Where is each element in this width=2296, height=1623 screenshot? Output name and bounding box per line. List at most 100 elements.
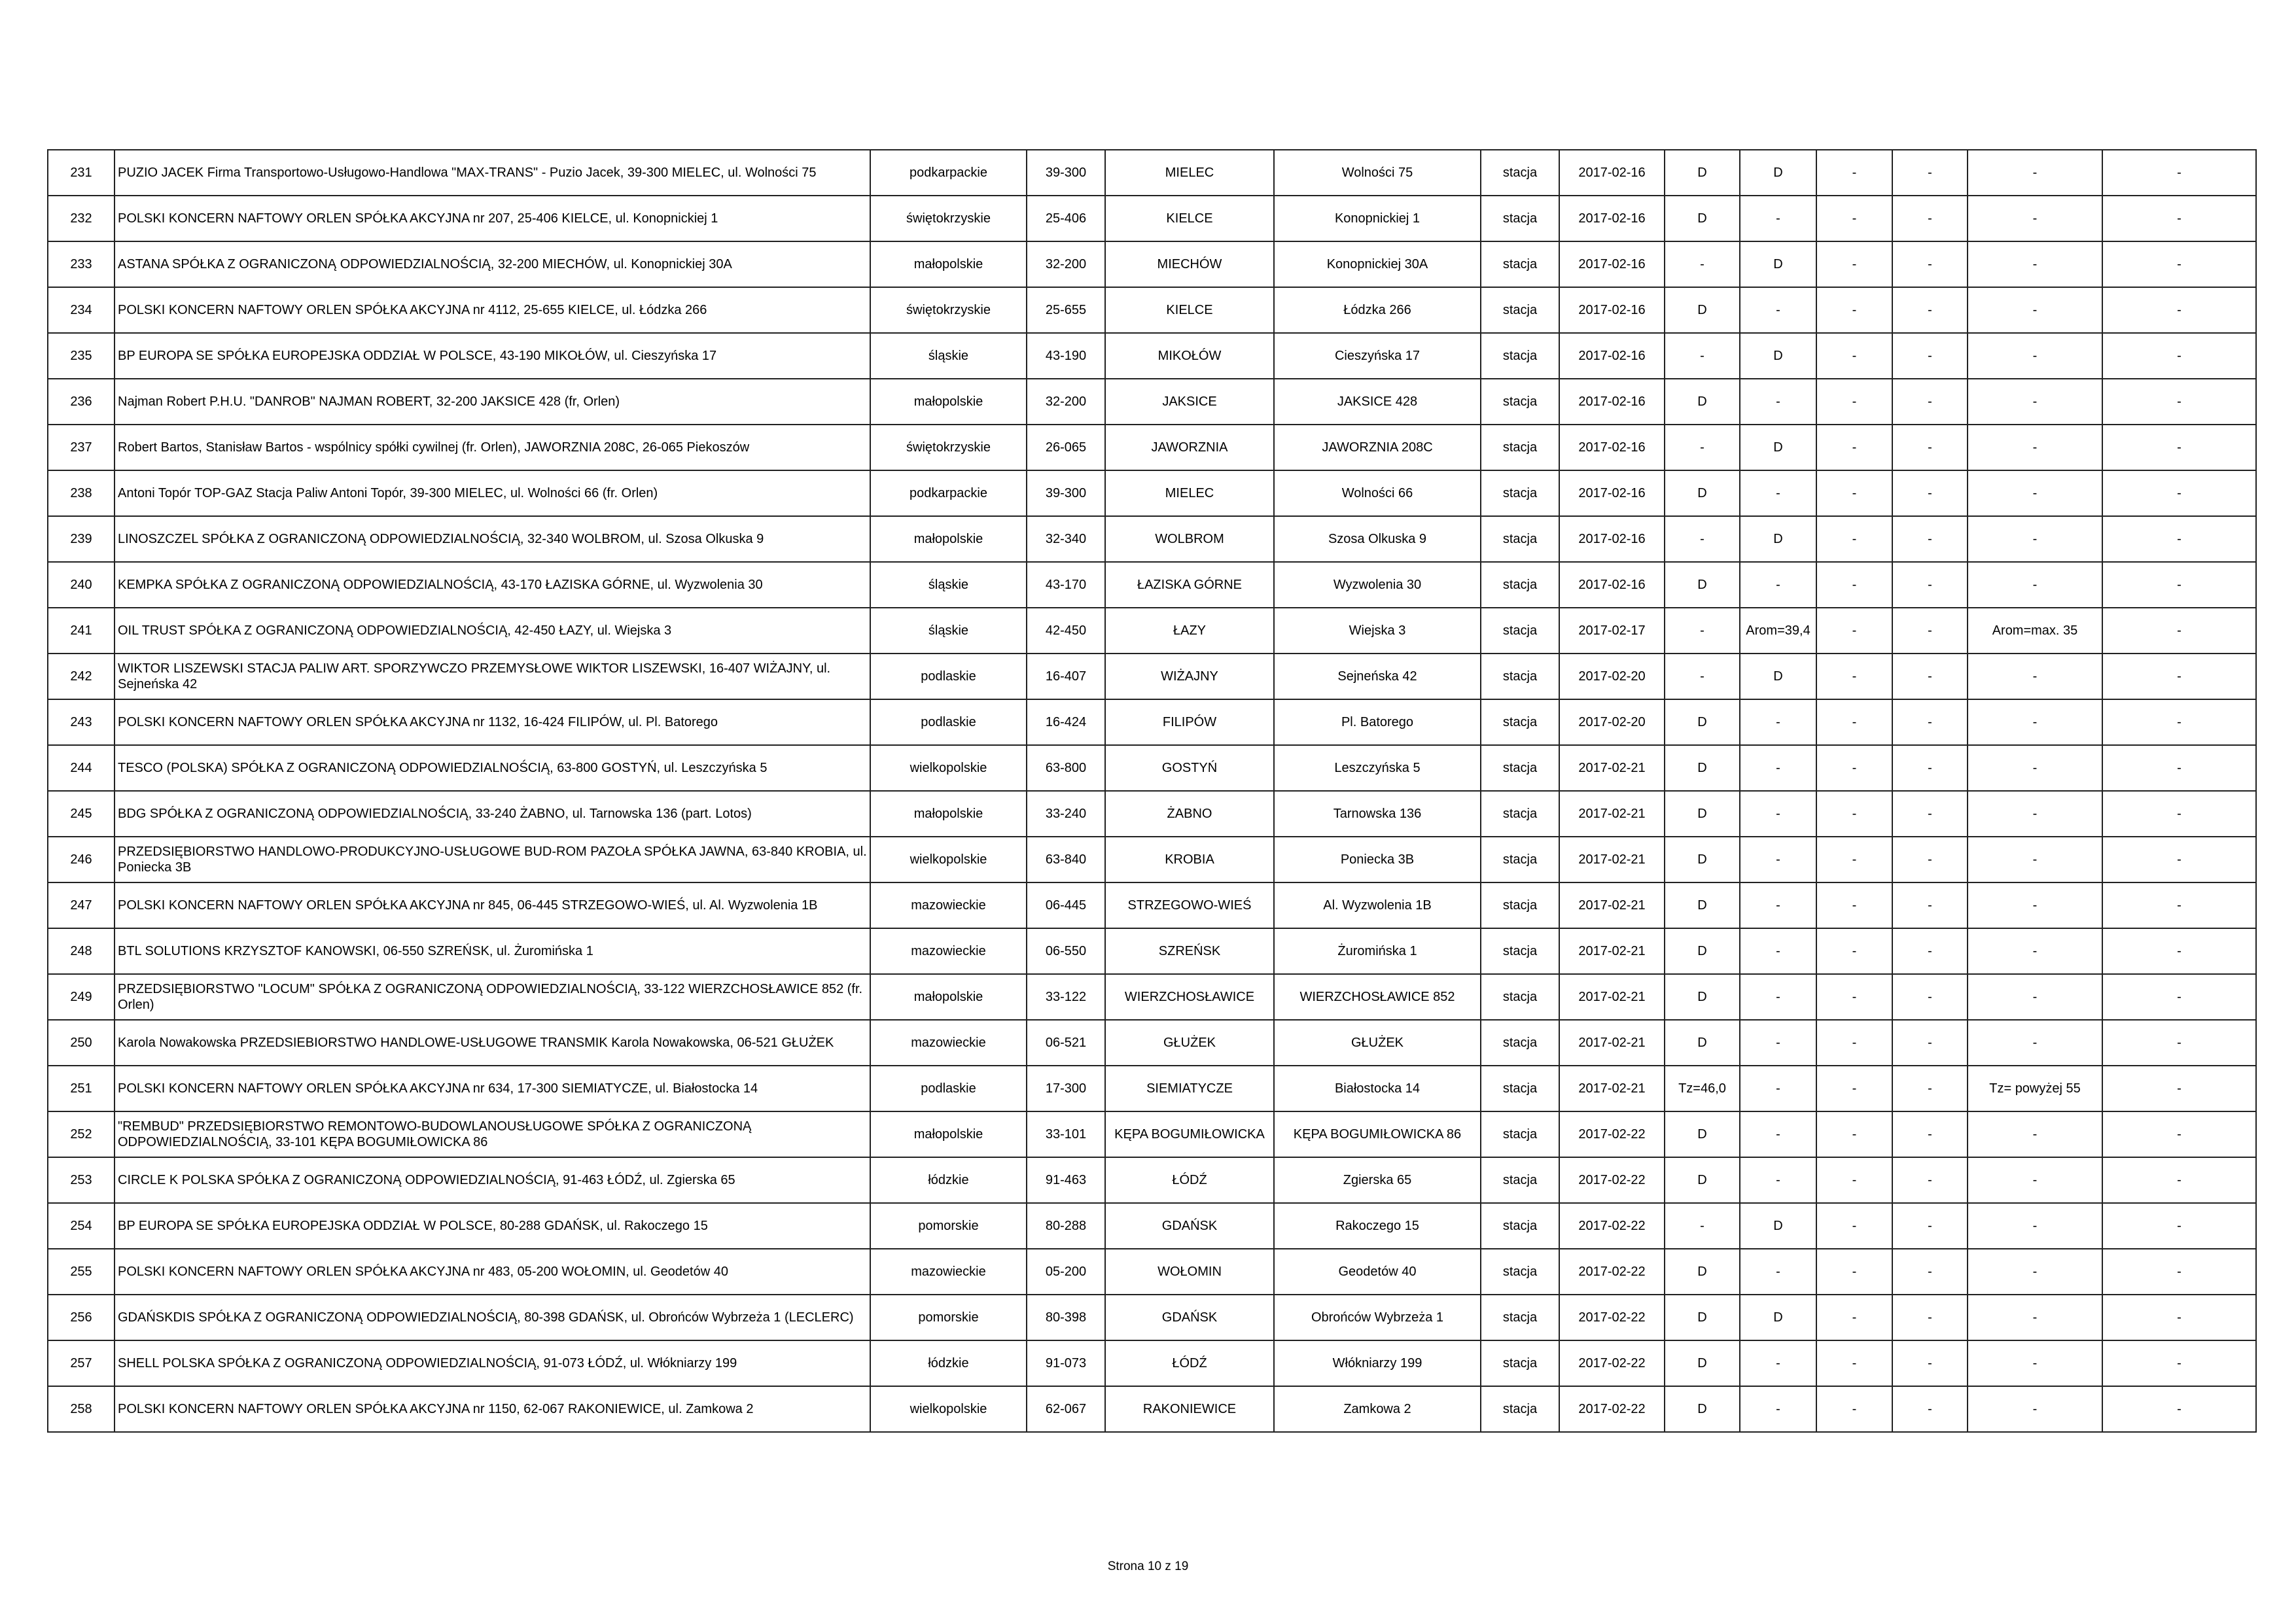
result-cell: - (1739, 744, 1817, 792)
result-cell: D (1664, 1248, 1740, 1295)
inspection-date: 2017-02-22 (1559, 1157, 1665, 1204)
street: Obrońców Wybrzeża 1 (1273, 1294, 1481, 1341)
voivodeship: małopolskie (870, 241, 1027, 288)
inspection-date: 2017-02-16 (1559, 515, 1665, 563)
entity-name: Najman Robert P.H.U. "DANROB" NAJMAN ROB… (114, 378, 871, 425)
result-cell: - (1816, 1157, 1893, 1204)
limit-cell: Tz= powyżej 55 (1967, 1065, 2103, 1112)
street: Pl. Batorego (1273, 699, 1481, 746)
entity-name: POLSKI KONCERN NAFTOWY ORLEN SPÓŁKA AKCY… (114, 882, 871, 929)
table-row: 243 POLSKI KONCERN NAFTOWY ORLEN SPÓŁKA A… (47, 699, 2257, 746)
limit-cell: - (1967, 287, 2103, 334)
row-number: 241 (47, 607, 115, 654)
postal-code: 16-424 (1026, 699, 1106, 746)
result-cell: - (2102, 424, 2257, 471)
result-cell: - (2102, 287, 2257, 334)
result-cell: - (1816, 470, 1893, 517)
result-cell: - (1892, 607, 1968, 654)
site-type: stacja (1480, 1248, 1560, 1295)
result-cell: - (1664, 607, 1740, 654)
inspection-date: 2017-02-22 (1559, 1111, 1665, 1158)
result-cell: - (2102, 928, 2257, 975)
result-cell: - (2102, 1294, 2257, 1341)
result-cell: - (1816, 882, 1893, 929)
result-cell: D (1664, 287, 1740, 334)
city: ŁAZISKA GÓRNE (1104, 561, 1275, 608)
city: FILIPÓW (1104, 699, 1275, 746)
postal-code: 25-406 (1026, 195, 1106, 242)
result-cell: - (2102, 149, 2257, 196)
limit-cell: - (1967, 882, 2103, 929)
row-number: 242 (47, 653, 115, 700)
postal-code: 26-065 (1026, 424, 1106, 471)
result-cell: D (1664, 836, 1740, 883)
entity-name: TESCO (POLSKA) SPÓŁKA Z OGRANICZONĄ ODPO… (114, 744, 871, 792)
site-type: stacja (1480, 1202, 1560, 1249)
entity-name: POLSKI KONCERN NAFTOWY ORLEN SPÓŁKA AKCY… (114, 287, 871, 334)
inspection-date: 2017-02-21 (1559, 973, 1665, 1021)
inspection-date: 2017-02-21 (1559, 790, 1665, 837)
table-row: 248 BTL SOLUTIONS KRZYSZTOF KANOWSKI, 06-… (47, 928, 2257, 975)
city: ŻABNO (1104, 790, 1275, 837)
result-cell: Tz=46,0 (1664, 1065, 1740, 1112)
result-cell: D (1664, 790, 1740, 837)
city: KIELCE (1104, 195, 1275, 242)
postal-code: 63-840 (1026, 836, 1106, 883)
inspection-date: 2017-02-21 (1559, 1019, 1665, 1066)
voivodeship: podlaskie (870, 1065, 1027, 1112)
city: WOLBROM (1104, 515, 1275, 563)
voivodeship: śląskie (870, 332, 1027, 379)
city: WIŻAJNY (1104, 653, 1275, 700)
postal-code: 06-445 (1026, 882, 1106, 929)
postal-code: 33-101 (1026, 1111, 1106, 1158)
entity-name: ASTANA SPÓŁKA Z OGRANICZONĄ ODPOWIEDZIAL… (114, 241, 871, 288)
result-cell: - (2102, 973, 2257, 1021)
result-cell: - (1739, 287, 1817, 334)
table-row: 239 LINOSZCZEL SPÓŁKA Z OGRANICZONĄ ODPOW… (47, 515, 2257, 563)
voivodeship: małopolskie (870, 378, 1027, 425)
street: Al. Wyzwolenia 1B (1273, 882, 1481, 929)
site-type: stacja (1480, 470, 1560, 517)
result-cell: - (1892, 1202, 1968, 1249)
site-type: stacja (1480, 1386, 1560, 1433)
table-row: 237 Robert Bartos, Stanisław Bartos - wsp… (47, 424, 2257, 471)
result-cell: D (1739, 1294, 1817, 1341)
row-number: 251 (47, 1065, 115, 1112)
street: JAKSICE 428 (1273, 378, 1481, 425)
postal-code: 62-067 (1026, 1386, 1106, 1433)
city: WIERZCHOSŁAWICE (1104, 973, 1275, 1021)
street: Poniecka 3B (1273, 836, 1481, 883)
result-cell: - (1816, 1386, 1893, 1433)
result-cell: - (1816, 515, 1893, 563)
site-type: stacja (1480, 195, 1560, 242)
result-cell: - (1816, 653, 1893, 700)
row-number: 234 (47, 287, 115, 334)
city: ŁÓDŹ (1104, 1157, 1275, 1204)
city: RAKONIEWICE (1104, 1386, 1275, 1433)
result-cell: - (1816, 561, 1893, 608)
street: Wiejska 3 (1273, 607, 1481, 654)
limit-cell: - (1967, 1202, 2103, 1249)
row-number: 250 (47, 1019, 115, 1066)
result-cell: - (1892, 928, 1968, 975)
row-number: 257 (47, 1340, 115, 1387)
site-type: stacja (1480, 699, 1560, 746)
table-row: 252 "REMBUD" PRZEDSIĘBIORSTWO REMONTOWO-B… (47, 1111, 2257, 1158)
row-number: 258 (47, 1386, 115, 1433)
voivodeship: świętokrzyskie (870, 195, 1027, 242)
row-number: 233 (47, 241, 115, 288)
inspection-date: 2017-02-16 (1559, 561, 1665, 608)
result-cell: - (1816, 149, 1893, 196)
entity-name: PRZEDSIĘBIORSTWO HANDLOWO-PRODUKCYJNO-US… (114, 836, 871, 883)
result-cell: - (1739, 836, 1817, 883)
table-row: 238 Antoni Topór TOP-GAZ Stacja Paliw Ant… (47, 470, 2257, 517)
entity-name: KEMPKA SPÓŁKA Z OGRANICZONĄ ODPOWIEDZIAL… (114, 561, 871, 608)
site-type: stacja (1480, 653, 1560, 700)
result-cell: - (1739, 699, 1817, 746)
entity-name: "REMBUD" PRZEDSIĘBIORSTWO REMONTOWO-BUDO… (114, 1111, 871, 1158)
street: WIERZCHOSŁAWICE 852 (1273, 973, 1481, 1021)
result-cell: D (1664, 882, 1740, 929)
result-cell: - (2102, 790, 2257, 837)
limit-cell: - (1967, 561, 2103, 608)
result-cell: - (1739, 1248, 1817, 1295)
